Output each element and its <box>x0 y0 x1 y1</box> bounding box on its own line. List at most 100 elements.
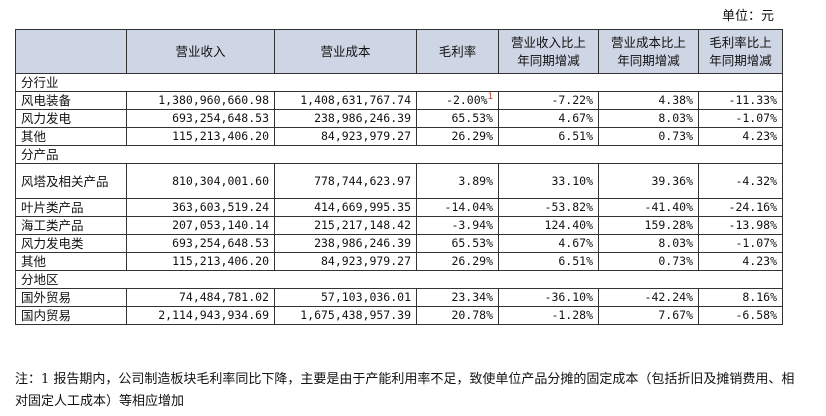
row-name: 海工类产品 <box>15 216 127 235</box>
header-cell: 营业收入 <box>126 29 275 74</box>
row-name: 国内贸易 <box>15 306 127 325</box>
cell-margin: 26.29% <box>416 252 499 271</box>
cell-value: 0.73% <box>658 129 693 143</box>
header-line: 年同期增减 <box>517 52 580 68</box>
cell-value: 4.38% <box>658 93 693 107</box>
cell-value: 778,744,623.97 <box>314 173 411 188</box>
cell-margin-change: -24.16% <box>698 198 783 217</box>
table-row: 其他 115,213,406.20 84,923,979.27 26.29% 6.51%… <box>15 127 783 146</box>
cell-value: 4.23% <box>742 254 777 268</box>
table-row: 风力发电类 693,254,648.53 238,986,246.39 65.53% 4… <box>15 234 783 253</box>
cell-value: 8.03% <box>658 236 693 250</box>
cell-value: 115,213,406.20 <box>172 254 269 268</box>
cell-rev-change: -36.10% <box>498 288 599 307</box>
cell-cost: 1,675,438,957.39 <box>274 306 417 325</box>
row-name: 风力发电类 <box>15 234 127 253</box>
cell-value: 1,380,960,660.98 <box>158 93 269 107</box>
cell-value: -13.98% <box>728 218 777 232</box>
cell-value: 159.28% <box>644 218 693 232</box>
cell-value: 65.53% <box>451 236 493 250</box>
cell-margin: 20.78% <box>416 306 499 325</box>
cell-value: -36.10% <box>544 290 593 304</box>
row-name: 风塔及相关产品 <box>15 163 127 199</box>
cell-value: 363,603,519.24 <box>172 200 269 214</box>
header-cell: 毛利率比上年同期增减 <box>698 29 783 74</box>
cell-cost-change: 39.36% <box>598 163 699 199</box>
cell-value: 26.29% <box>451 129 493 143</box>
header-line: 营业成本比上 <box>610 34 686 50</box>
cell-cost: 84,923,979.27 <box>274 252 417 271</box>
cell-cost: 238,986,246.39 <box>274 109 417 128</box>
section-row: 分地区 <box>15 270 783 289</box>
cell-value: 124.40% <box>544 218 593 232</box>
cell-value: -7.22% <box>551 93 593 107</box>
cell-value: 6.51% <box>558 129 593 143</box>
section-title: 分产品 <box>15 145 783 164</box>
header-line: 年同期增减 <box>617 52 680 68</box>
header-cell: 营业收入比上 年同期增减 <box>498 29 599 74</box>
cell-value: 57,103,036.01 <box>320 290 411 304</box>
cell-cost-change: -42.24% <box>598 288 699 307</box>
header-line: 毛利率比上 <box>709 34 772 50</box>
cell-value: 8.16% <box>742 290 777 304</box>
cell-value: -11.33% <box>728 93 777 107</box>
header-line: 年同期增减 <box>709 52 772 68</box>
cell-revenue: 810,304,001.60 <box>126 163 275 199</box>
cell-margin-change: -1.07% <box>698 109 783 128</box>
table-row: 其他 115,213,406.20 84,923,979.27 26.29% 6.51%… <box>15 252 783 271</box>
cell-value: 2,114,943,934.69 <box>158 308 269 322</box>
cell-revenue: 693,254,648.53 <box>126 234 275 253</box>
cell-cost: 215,217,148.42 <box>274 216 417 235</box>
cell-value: 1,408,631,767.74 <box>300 93 411 107</box>
table-row: 海工类产品 207,053,140.14 215,217,148.42 -3.94% 1… <box>15 216 783 235</box>
cell-value: 7.67% <box>658 308 693 322</box>
cell-value: -41.40% <box>644 200 693 214</box>
cell-revenue: 115,213,406.20 <box>126 252 275 271</box>
cell-value: 4.67% <box>558 111 593 125</box>
header-cell: 营业成本比上 年同期增减 <box>598 29 699 74</box>
cell-value: 8.03% <box>658 111 693 125</box>
row-name: 风力发电 <box>15 109 127 128</box>
cell-cost: 84,923,979.27 <box>274 127 417 146</box>
cell-value: -14.04% <box>444 200 493 214</box>
cell-cost-change: 0.73% <box>598 127 699 146</box>
cell-rev-change: -53.82% <box>498 198 599 217</box>
cell-margin-change: 8.16% <box>698 288 783 307</box>
cell-margin: 3.89% <box>416 163 499 199</box>
cell-rev-change: 6.51% <box>498 127 599 146</box>
cell-margin: -14.04% <box>416 198 499 217</box>
cell-cost: 238,986,246.39 <box>274 234 417 253</box>
section-row: 分行业 <box>15 73 783 92</box>
section-title: 分行业 <box>15 73 783 92</box>
footnote: 注：1 报告期内，公司制造板块毛利率同比下降，主要是由于产能利用率不足，致使单位… <box>15 372 795 409</box>
cell-margin-change: -6.58% <box>698 306 783 325</box>
financial-table: 营业收入 营业成本 毛利率 营业收入比上 年同期增减 营业成本比上 年同期增减 毛利… <box>15 29 783 325</box>
cell-value: -3.94% <box>451 218 493 232</box>
cell-margin: 26.29% <box>416 127 499 146</box>
cell-cost-change: 0.73% <box>598 252 699 271</box>
table-row: 风电装备 1,380,960,660.98 1,408,631,767.74 -2.0… <box>15 91 783 110</box>
cell-cost-change: 4.38% <box>598 91 699 110</box>
header-row: 营业收入 营业成本 毛利率 营业收入比上 年同期增减 营业成本比上 年同期增减 毛利… <box>15 29 783 74</box>
cell-value: -2.00% <box>446 93 488 107</box>
cell-value: -6.58% <box>735 308 777 322</box>
cell-margin: 65.53% <box>416 234 499 253</box>
cell-revenue: 74,484,781.02 <box>126 288 275 307</box>
cell-margin-change: -4.32% <box>698 163 783 199</box>
row-name: 风电装备 <box>15 91 127 110</box>
cell-value: 1,675,438,957.39 <box>300 308 411 322</box>
cell-rev-change: 33.10% <box>498 163 599 199</box>
cell-revenue: 2,114,943,934.69 <box>126 306 275 325</box>
cell-margin-change: 4.23% <box>698 127 783 146</box>
cell-revenue: 1,380,960,660.98 <box>126 91 275 110</box>
cell-value: 215,217,148.42 <box>314 218 411 232</box>
cell-value: 74,484,781.02 <box>178 290 269 304</box>
row-name: 其他 <box>15 127 127 146</box>
footnote-marker: 1 <box>487 92 493 102</box>
cell-value: 0.73% <box>658 254 693 268</box>
row-name: 叶片类产品 <box>15 198 127 217</box>
cell-rev-change: 4.67% <box>498 234 599 253</box>
section-title: 分地区 <box>15 270 783 289</box>
cell-rev-change: -7.22% <box>498 91 599 110</box>
header-cell <box>15 29 127 74</box>
